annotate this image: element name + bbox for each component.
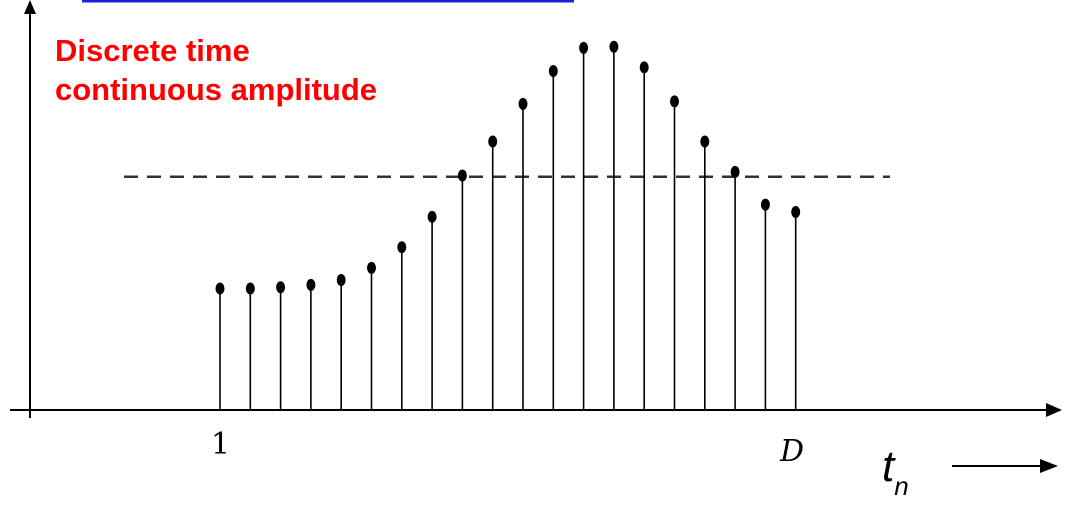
x-axis-label-main: t (882, 442, 896, 491)
stem-point (457, 169, 467, 182)
stem-point (518, 97, 528, 110)
stem-point (306, 278, 316, 291)
stem-point (760, 198, 770, 211)
stem-point (276, 281, 286, 294)
stem-point (670, 95, 679, 108)
caption-line-1: Discrete time (55, 33, 250, 68)
stem-point (336, 273, 346, 286)
stem-point (245, 282, 255, 295)
stem-point (548, 65, 558, 78)
stem-point (397, 241, 407, 254)
stem-point (367, 261, 376, 274)
x-end-label: D (779, 434, 804, 469)
x-axis-label-subscript: n (894, 471, 908, 501)
caption-text: Discrete time continuous amplitude (55, 32, 377, 110)
stem-point (579, 41, 589, 54)
stem-series (215, 40, 801, 410)
caption-line-2: continuous amplitude (55, 71, 378, 107)
stem-point (488, 135, 498, 148)
x-axis-label: tn (882, 442, 909, 501)
x-start-label: 1 (211, 427, 230, 462)
stem-point (791, 205, 801, 218)
stem-point (609, 40, 619, 53)
x-axis-arrowhead (1046, 403, 1062, 417)
long-right-arrow-head (1040, 459, 1058, 473)
stem-point (639, 61, 649, 74)
stem-point (730, 165, 740, 178)
stem-point (427, 210, 437, 223)
stem-point (215, 282, 225, 295)
stem-point (700, 135, 710, 148)
y-axis-arrowhead (24, 0, 36, 14)
